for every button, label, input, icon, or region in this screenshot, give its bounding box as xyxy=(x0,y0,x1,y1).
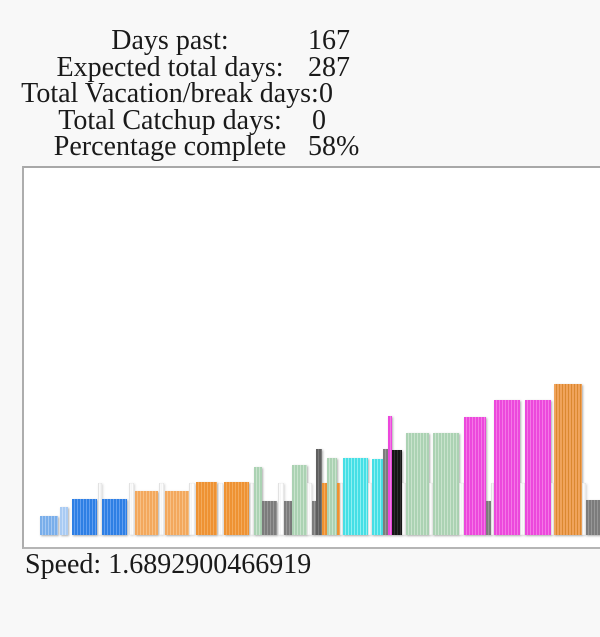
bar-magenta xyxy=(493,400,520,535)
speed-value: 1.6892900466919 xyxy=(108,549,312,580)
bar-gray xyxy=(262,501,277,535)
bar-gap-white xyxy=(97,483,102,535)
bar-magenta xyxy=(524,400,551,535)
stat-value: 167 xyxy=(308,25,350,56)
bar-blue_light xyxy=(40,516,58,535)
bar-orange_light xyxy=(165,491,189,535)
chart-plot xyxy=(24,168,600,547)
bar-cyan xyxy=(371,459,383,535)
stat-row-vacation-days: Total Vacation/break days: 0 xyxy=(0,78,600,109)
bar-gray xyxy=(311,501,316,535)
bar-orange xyxy=(336,483,340,535)
bar-gap-white xyxy=(429,483,433,535)
bar-gray_dark xyxy=(316,449,322,535)
bar-blue_pale xyxy=(60,507,68,535)
bar-gray xyxy=(383,449,388,535)
stat-value: 58% xyxy=(308,131,360,162)
speed-readout: Speed: 1.6892900466919 xyxy=(25,551,311,579)
bar-orange xyxy=(195,482,217,535)
bar-orange_deep xyxy=(554,384,582,535)
bar-gap-white xyxy=(340,483,343,535)
stat-row-days-past: Days past: 167 xyxy=(0,25,600,56)
stat-value: 0 xyxy=(319,78,333,109)
speed-label: Speed: xyxy=(25,549,102,580)
bar-orange xyxy=(322,483,327,535)
stat-label: Total Vacation/break days: xyxy=(21,78,319,109)
bar-cyan xyxy=(343,458,368,535)
stat-label: Days past: xyxy=(111,25,229,56)
bar-blue xyxy=(72,499,97,535)
bar-blue xyxy=(102,499,127,535)
progress-stats: Days past: 167 Expected total days: 287 … xyxy=(0,25,600,162)
stat-value: 287 xyxy=(308,51,350,83)
bar-green xyxy=(405,433,429,535)
bar-gray xyxy=(486,501,491,535)
bar-gap-white xyxy=(277,483,284,535)
bar-green xyxy=(253,467,262,535)
bar-gap-white xyxy=(249,483,254,535)
bar-gap-white xyxy=(218,483,223,535)
bar-gray xyxy=(284,501,292,535)
stat-label: Expected total days: xyxy=(56,51,284,83)
bar-gap-white xyxy=(128,483,134,535)
bar-gap-white xyxy=(189,483,195,535)
bar-magenta xyxy=(387,416,392,535)
bar-magenta xyxy=(464,417,486,535)
bar-gap-white xyxy=(459,483,464,535)
bar-green xyxy=(291,465,307,535)
bar-gap-white xyxy=(550,483,554,535)
bar-black xyxy=(392,450,402,535)
bar-orange xyxy=(224,482,249,535)
bar-gray xyxy=(586,500,600,535)
bar-orange_light xyxy=(135,491,158,535)
progress-bar-chart xyxy=(22,166,600,549)
bar-gap-white xyxy=(582,483,586,535)
bar-green xyxy=(326,458,337,535)
bar-gap-white xyxy=(401,483,406,535)
stat-row-catchup-days: Total Catchup days: 0 xyxy=(0,104,600,136)
bar-green xyxy=(433,433,459,535)
bar-gap-white xyxy=(520,483,525,535)
stat-row-percentage-complete: Percentage complete 58% xyxy=(0,131,600,162)
stat-label: Percentage complete xyxy=(53,131,287,162)
bar-gap-white xyxy=(158,483,164,535)
stat-label: Total Catchup days: xyxy=(58,104,282,136)
stat-row-expected-total-days: Expected total days: 287 xyxy=(0,51,600,83)
bar-gap-white xyxy=(368,483,372,535)
bar-gap-white xyxy=(490,483,494,535)
bar-gap-white xyxy=(306,483,312,535)
stat-value: 0 xyxy=(312,104,326,136)
